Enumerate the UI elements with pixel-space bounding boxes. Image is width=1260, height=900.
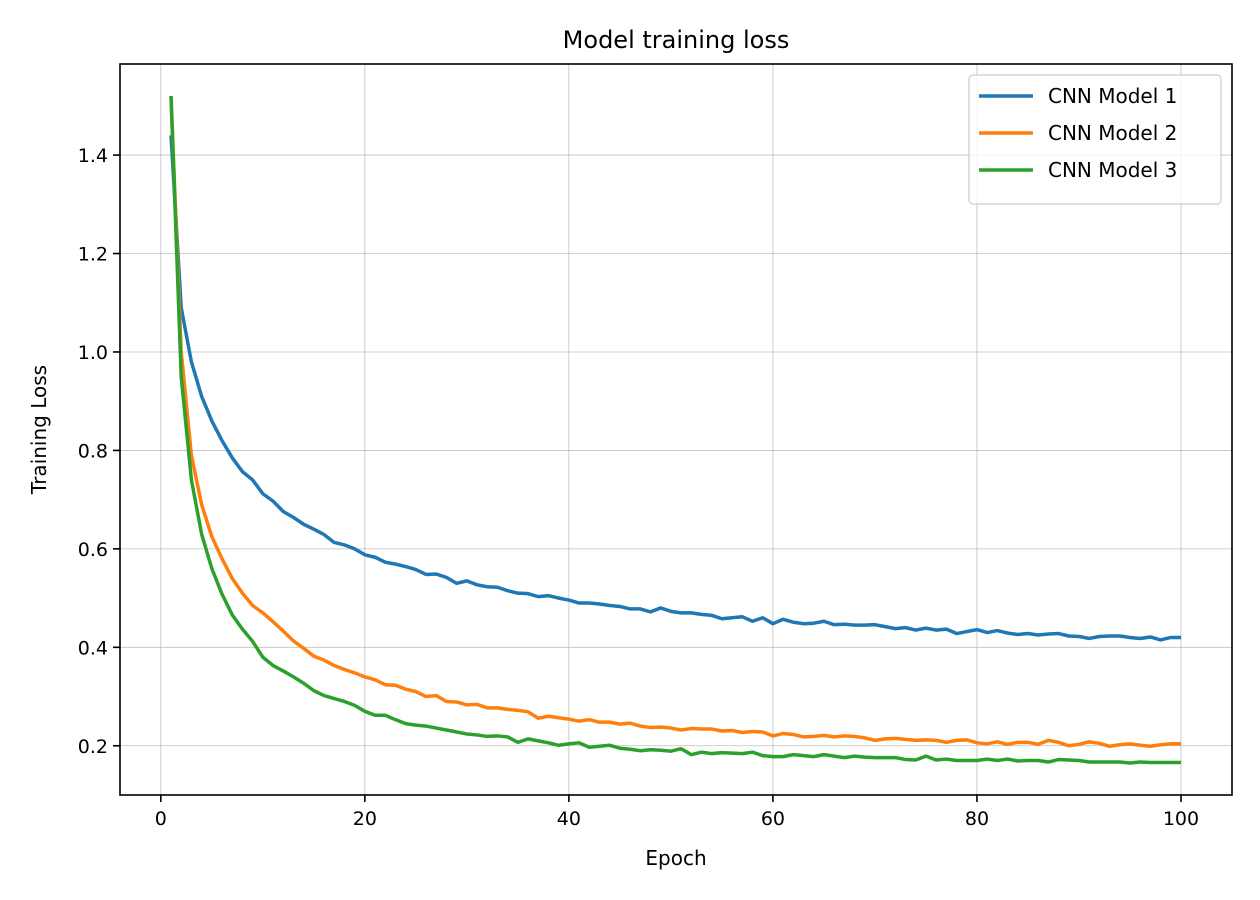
chart-title: Model training loss [563, 26, 790, 54]
series-line-2 [169, 95, 1181, 749]
legend-label-3: CNN Model 3 [1048, 158, 1177, 182]
legend-label-2: CNN Model 2 [1048, 121, 1177, 145]
x-tick-label: 60 [761, 808, 785, 830]
x-tick-label: 0 [155, 808, 167, 830]
x-tick-label: 80 [965, 808, 989, 830]
series-line-1 [169, 135, 1181, 642]
x-tick-label: 100 [1163, 808, 1199, 830]
y-tick-label: 1.4 [78, 145, 108, 167]
x-tick-label: 40 [557, 808, 581, 830]
y-tick-label: 0.6 [78, 539, 108, 561]
series-layer [169, 95, 1181, 765]
y-tick-label: 0.4 [78, 637, 108, 659]
grid-lines [120, 64, 1232, 795]
plot-frame [119, 63, 1233, 796]
y-tick-label: 0.2 [78, 736, 108, 758]
series-line-3 [169, 95, 1181, 765]
legend-label-1: CNN Model 1 [1048, 84, 1177, 108]
x-axis-ticks: 0 20 40 60 80 100 [155, 795, 1199, 830]
y-tick-label: 0.8 [78, 440, 108, 462]
y-axis-label: Training Loss [27, 365, 51, 495]
y-axis-ticks: 0.2 0.4 0.6 0.8 1.0 1.2 1.4 [78, 145, 120, 758]
x-tick-label: 20 [353, 808, 377, 830]
y-tick-label: 1.0 [78, 342, 108, 364]
y-tick-label: 1.2 [78, 244, 108, 266]
legend: CNN Model 1 CNN Model 2 CNN Model 3 [968, 74, 1222, 205]
x-axis-label: Epoch [645, 846, 706, 870]
